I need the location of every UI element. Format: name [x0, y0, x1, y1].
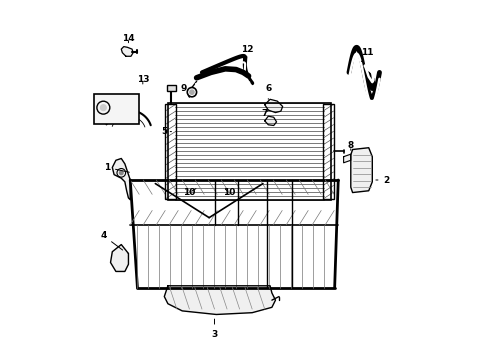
Text: 9: 9: [181, 84, 190, 98]
Text: 10: 10: [183, 188, 196, 197]
Text: 8: 8: [348, 141, 354, 150]
Text: 10: 10: [222, 188, 235, 197]
Polygon shape: [164, 286, 275, 315]
Circle shape: [120, 171, 123, 175]
Polygon shape: [265, 99, 283, 113]
Bar: [167, 85, 176, 91]
Text: 4: 4: [100, 231, 122, 250]
Text: 13: 13: [137, 75, 149, 84]
Circle shape: [190, 90, 194, 94]
Text: 1: 1: [104, 163, 129, 172]
Polygon shape: [111, 244, 128, 271]
Polygon shape: [265, 116, 276, 126]
Text: 14: 14: [122, 34, 135, 43]
Polygon shape: [351, 148, 372, 193]
Text: 12: 12: [241, 45, 253, 58]
Text: 5: 5: [161, 127, 172, 136]
Bar: [168, 103, 331, 200]
Circle shape: [100, 105, 106, 111]
Bar: [166, 104, 176, 199]
Text: 6: 6: [265, 84, 271, 99]
Text: 3: 3: [211, 319, 218, 339]
Text: 2: 2: [376, 176, 390, 185]
FancyBboxPatch shape: [95, 94, 139, 125]
Text: 11: 11: [361, 48, 373, 62]
Polygon shape: [343, 154, 351, 163]
Text: 7: 7: [262, 109, 269, 118]
Bar: [323, 104, 334, 199]
Polygon shape: [112, 158, 130, 200]
Polygon shape: [122, 46, 133, 56]
